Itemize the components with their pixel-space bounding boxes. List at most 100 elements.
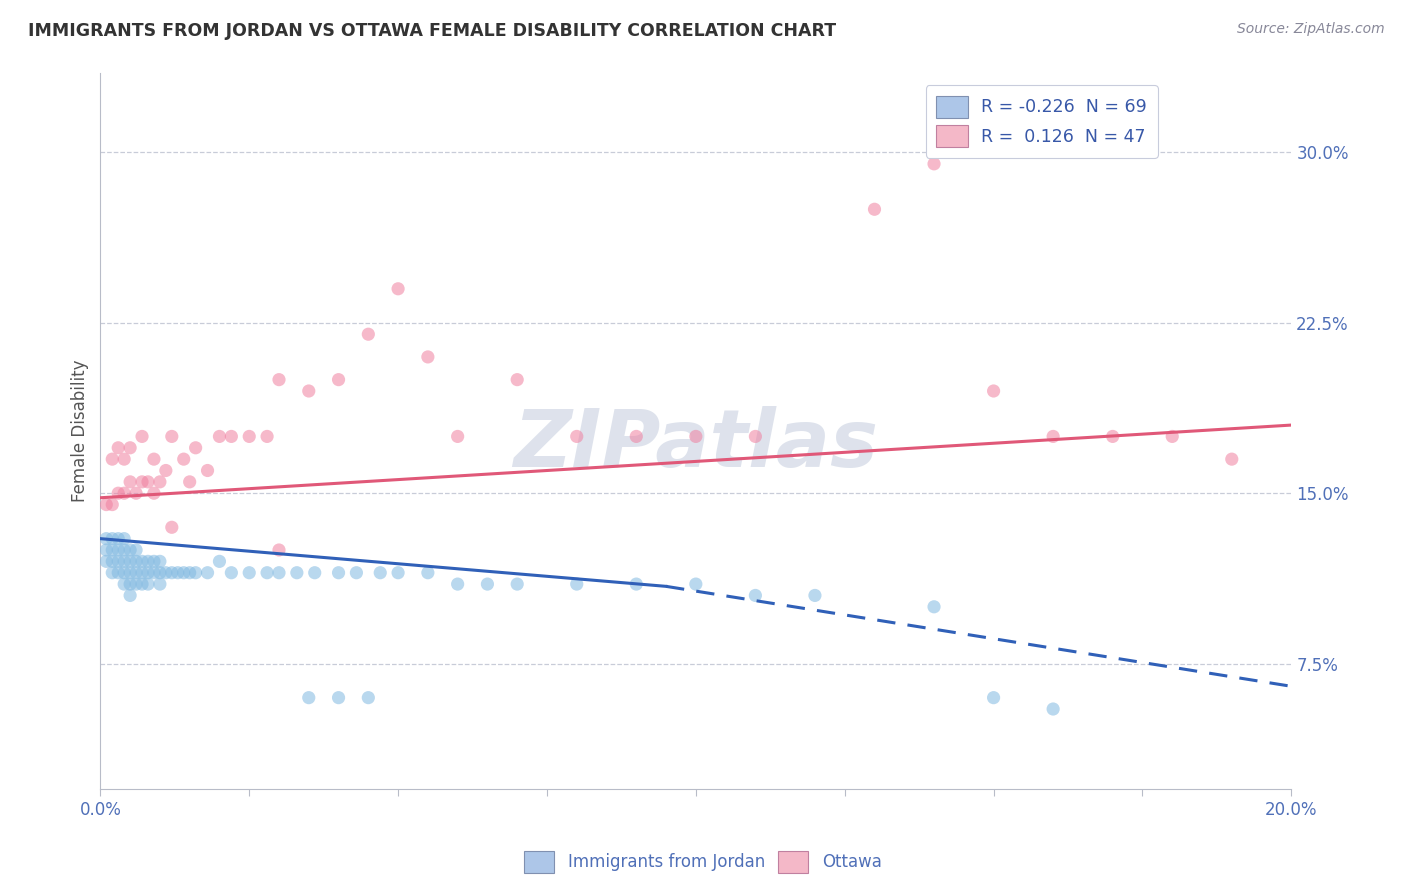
Point [357,690,380,705]
Point [125,543,148,558]
Point [107,486,129,500]
Point [685,577,707,591]
Point [197,566,219,580]
Point [131,475,153,489]
Point [565,577,588,591]
Point [446,577,468,591]
Point [101,498,124,512]
Point [173,566,195,580]
Point [221,429,243,443]
Point [267,373,290,387]
Point [416,566,439,580]
Text: ZIPatlas: ZIPatlas [513,406,879,484]
Legend: R = -0.226  N = 69, R =  0.126  N = 47: R = -0.226 N = 69, R = 0.126 N = 47 [927,86,1157,158]
Point [983,690,1005,705]
Point [184,441,207,455]
Point [112,452,135,467]
Point [1161,429,1184,443]
Point [107,554,129,568]
Point [136,475,159,489]
Point [136,554,159,568]
Point [221,566,243,580]
Point [112,554,135,568]
Point [107,441,129,455]
Point [344,566,367,580]
Point [131,577,153,591]
Point [125,566,148,580]
Point [142,554,165,568]
Point [166,566,188,580]
Point [304,566,326,580]
Y-axis label: Female Disability: Female Disability [72,359,89,502]
Point [107,543,129,558]
Point [131,429,153,443]
Point [179,475,201,489]
Point [863,202,886,217]
Point [1042,702,1064,716]
Point [1220,452,1243,467]
Point [744,429,766,443]
Point [160,520,183,534]
Point [256,566,278,580]
Text: Source: ZipAtlas.com: Source: ZipAtlas.com [1237,22,1385,37]
Point [477,577,499,591]
Point [744,589,766,603]
Point [101,566,124,580]
Point [626,577,648,591]
Point [173,452,195,467]
Point [155,463,177,477]
Point [368,566,391,580]
Point [446,429,468,443]
Point [107,532,129,546]
Point [120,577,142,591]
Point [506,577,529,591]
Point [142,566,165,580]
Point [96,498,118,512]
Text: IMMIGRANTS FROM JORDAN VS OTTAWA FEMALE DISABILITY CORRELATION CHART: IMMIGRANTS FROM JORDAN VS OTTAWA FEMALE … [28,22,837,40]
Point [107,566,129,580]
Point [155,566,177,580]
Point [387,566,409,580]
Point [685,429,707,443]
Point [125,486,148,500]
Point [112,532,135,546]
Point [120,589,142,603]
Point [804,589,827,603]
Point [328,690,350,705]
Point [149,566,172,580]
Legend: Immigrants from Jordan, Ottawa: Immigrants from Jordan, Ottawa [517,845,889,880]
Point [506,373,529,387]
Point [626,429,648,443]
Point [125,577,148,591]
Point [1101,429,1123,443]
Point [96,554,118,568]
Point [149,577,172,591]
Point [101,452,124,467]
Point [112,543,135,558]
Point [565,429,588,443]
Point [208,429,231,443]
Point [96,543,118,558]
Point [149,554,172,568]
Point [149,475,172,489]
Point [922,157,945,171]
Point [387,282,409,296]
Point [101,554,124,568]
Point [238,566,260,580]
Point [208,554,231,568]
Point [112,566,135,580]
Point [120,554,142,568]
Point [357,327,380,342]
Point [142,452,165,467]
Point [298,384,321,398]
Point [298,690,321,705]
Point [983,384,1005,398]
Point [256,429,278,443]
Point [328,566,350,580]
Point [120,441,142,455]
Point [179,566,201,580]
Point [267,543,290,558]
Point [131,566,153,580]
Point [112,486,135,500]
Point [328,373,350,387]
